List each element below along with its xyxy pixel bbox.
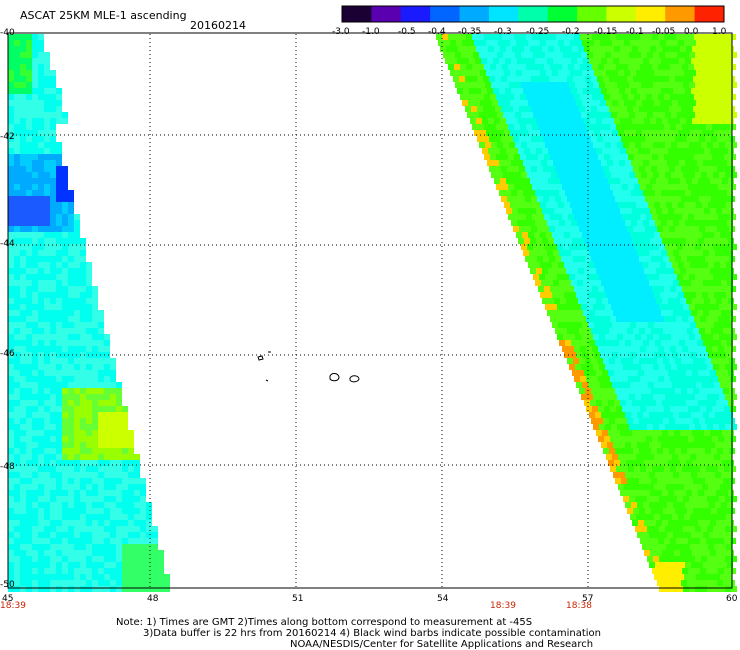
colorbar-swatch: [547, 6, 578, 22]
lat-label: -40: [0, 28, 15, 38]
colorbar: [341, 5, 725, 23]
colorbar-swatch: [635, 6, 666, 22]
colorbar-label: -0.4: [428, 27, 446, 37]
colorbar-label: 0.0: [684, 27, 699, 37]
island-outline: [349, 375, 360, 383]
lon-label: 57: [582, 594, 594, 604]
island-outline: [329, 373, 340, 382]
colorbar-swatch: [518, 6, 549, 22]
time-label: 18:38: [566, 601, 592, 611]
colorbar-label: -0.15: [594, 27, 618, 37]
time-label: 18:39: [490, 601, 516, 611]
lat-label: -50: [0, 580, 15, 590]
colorbar-swatch: [488, 6, 519, 22]
colorbar-swatch: [342, 6, 372, 22]
colorbar-swatch: [577, 6, 607, 22]
colorbar-label: 1.0: [712, 27, 727, 37]
colorbar-label: -0.35: [458, 27, 482, 37]
colorbar-label: -0.25: [526, 27, 550, 37]
colorbar-swatch: [400, 6, 431, 22]
time-label: 18:39: [0, 601, 26, 611]
note-line-3: NOAA/NESDIS/Center for Satellite Applica…: [290, 639, 594, 650]
lon-label: 45: [2, 594, 14, 604]
colorbar-label: -1.0: [362, 27, 380, 37]
colorbar-frame: [341, 5, 725, 23]
lat-label: -44: [0, 239, 15, 249]
map-title: ASCAT 25KM MLE-1 ascending: [20, 9, 187, 22]
lon-label: 54: [437, 594, 449, 604]
colorbar-swatch: [459, 6, 490, 22]
colorbar-swatch: [430, 6, 461, 22]
lon-label: 60: [726, 594, 738, 604]
island-outline: [257, 355, 264, 361]
lon-label: 51: [292, 594, 304, 604]
lat-label: -46: [0, 349, 15, 359]
note-line-1: Note: 1) Times are GMT 2)Times along bot…: [116, 617, 533, 628]
map-date: 20160214: [190, 19, 246, 32]
lat-label: -42: [0, 132, 15, 142]
colorbar-label: -0.2: [562, 27, 580, 37]
plot-frame: [7, 32, 733, 589]
colorbar-swatch: [371, 6, 402, 22]
colorbar-swatch: [606, 6, 637, 22]
colorbar-label: -3.0: [332, 27, 350, 37]
colorbar-label: -0.5: [398, 27, 416, 37]
island-outline: [265, 379, 269, 382]
colorbar-label: -0.1: [626, 27, 644, 37]
colorbar-label: -0.3: [494, 27, 512, 37]
island-outlines: [257, 351, 360, 383]
lon-label: 48: [147, 594, 159, 604]
data-swaths: [8, 34, 737, 592]
colorbar-label: -0.05: [652, 27, 676, 37]
colorbar-swatch: [694, 6, 725, 22]
graticule: [8, 34, 732, 588]
lat-label: -48: [0, 462, 15, 472]
note-line-2: 3)Data buffer is 22 hrs from 20160214 4)…: [143, 628, 601, 639]
colorbar-swatch: [665, 6, 696, 22]
